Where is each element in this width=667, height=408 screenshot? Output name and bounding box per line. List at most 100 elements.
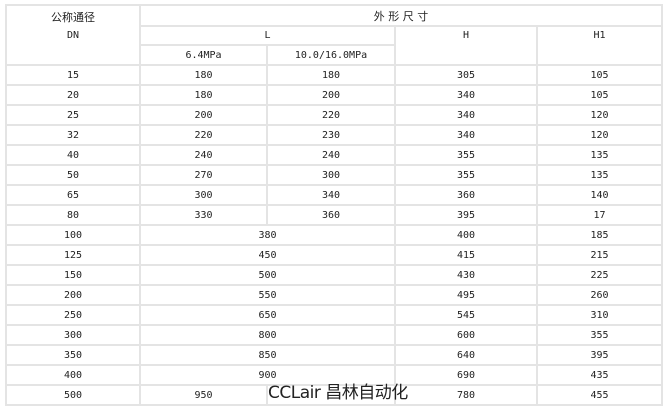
h1-cell: 310 [536,304,663,326]
h1-cell: 215 [536,244,663,266]
dn-cell: 50 [5,164,141,186]
l-10-16mpa-cell: 220 [266,104,396,126]
h-cell: 305 [394,64,538,86]
l-cell: 450 [139,244,396,266]
dn-cell: 80 [5,204,141,226]
h1-cell: 120 [536,104,663,126]
l-6.4mpa-cell: 330 [139,204,268,226]
h1-cell: 135 [536,164,663,186]
h-cell: 495 [394,284,538,306]
dn-cell: 25 [5,104,141,126]
h1-cell: 395 [536,344,663,366]
h1-cell: 105 [536,64,663,86]
h-cell: 780 [394,384,538,406]
table-row: 32 220 230 340 120 [5,124,663,146]
dn-cell: 200 [5,284,141,306]
dn-label: 公称通径 [51,11,95,24]
l-6.4mpa-header: 6.4MPa [139,44,268,66]
dn-cell: 250 [5,304,141,326]
h-cell: 640 [394,344,538,366]
l-cell: 900 [139,364,396,386]
table-row: 350 850 640 395 [5,344,663,366]
table-row: 200 550 495 260 [5,284,663,306]
h1-cell: 17 [536,204,663,226]
table-row: 150 500 430 225 [5,264,663,286]
h1-cell: 140 [536,184,663,206]
table-row: 125 450 415 215 [5,244,663,266]
table-row: 400 900 690 435 [5,364,663,386]
l-6.4mpa-cell: 200 [139,104,268,126]
l-10-16mpa-cell: 360 [266,204,396,226]
table-row: 500 950 780 455 [5,384,663,406]
l-cell: 850 [139,344,396,366]
dn-cell: 350 [5,344,141,366]
l-cell: 800 [139,324,396,346]
h-cell: 355 [394,164,538,186]
h1-cell: 225 [536,264,663,286]
dn-sub-label: DN [66,30,80,41]
dims-header: 外 形 尺 寸 [139,4,663,27]
dn-cell: 500 [5,384,141,406]
table-row: 15 180 180 305 105 [5,64,663,86]
dn-cell: 15 [5,64,141,86]
h1-header: H1 [536,25,663,66]
h1-cell: 105 [536,84,663,106]
h-cell: 600 [394,324,538,346]
dn-cell: 100 [5,224,141,246]
dn-cell: 65 [5,184,141,206]
h-cell: 395 [394,204,538,226]
h-cell: 340 [394,124,538,146]
h1-cell: 455 [536,384,663,406]
dn-cell: 20 [5,84,141,106]
dn-cell: 40 [5,144,141,166]
table-row: 65 300 340 360 140 [5,184,663,206]
dn-cell: 400 [5,364,141,386]
watermark: CCLair 昌林自动化 [268,383,408,403]
l-cell: 650 [139,304,396,326]
l-10-16mpa-header: 10.0/16.0MPa [266,44,396,66]
l-10-16mpa-cell: 180 [266,64,396,86]
h1-cell: 185 [536,224,663,246]
l-10-16mpa-cell: 300 [266,164,396,186]
dn-cell: 300 [5,324,141,346]
h-cell: 355 [394,144,538,166]
l-6.4mpa-cell: 240 [139,144,268,166]
l-10-16mpa-cell: 240 [266,144,396,166]
h1-cell: 260 [536,284,663,306]
l-6.4mpa-cell: 300 [139,184,268,206]
h1-cell: 135 [536,144,663,166]
h-cell: 400 [394,224,538,246]
h1-cell: 120 [536,124,663,146]
h-header: H [394,25,538,66]
table-row: 250 650 545 310 [5,304,663,326]
l-10-16mpa-cell: 200 [266,84,396,106]
h-cell: 360 [394,184,538,206]
dn-header: 公称通径 DN [5,4,141,66]
l-6.4mpa-cell: 270 [139,164,268,186]
h-cell: 545 [394,304,538,326]
l-header: L [139,25,396,46]
h-cell: 340 [394,104,538,126]
table-row: 100 380 400 185 [5,224,663,246]
l-6.4mpa-cell: 180 [139,84,268,106]
l-10-16mpa-cell: 230 [266,124,396,146]
dimensions-table: 公称通径 DN 外 形 尺 寸 L H H1 6.4MPa 10.0/16.0M… [5,4,663,406]
h-cell: 415 [394,244,538,266]
dn-cell: 150 [5,264,141,286]
table-row: 40 240 240 355 135 [5,144,663,166]
table-row: 20 180 200 340 105 [5,84,663,106]
l-cell: 380 [139,224,396,246]
l-10-16mpa-cell [266,384,396,406]
table-row: 80 330 360 395 17 [5,204,663,226]
table-row: 50 270 300 355 135 [5,164,663,186]
l-cell: 550 [139,284,396,306]
table-row: 300 800 600 355 [5,324,663,346]
l-6.4mpa-cell: 950 [139,384,268,406]
h1-cell: 435 [536,364,663,386]
l-6.4mpa-cell: 180 [139,64,268,86]
dn-cell: 125 [5,244,141,266]
h1-cell: 355 [536,324,663,346]
table-row: 25 200 220 340 120 [5,104,663,126]
l-10-16mpa-cell: 340 [266,184,396,206]
dn-cell: 32 [5,124,141,146]
